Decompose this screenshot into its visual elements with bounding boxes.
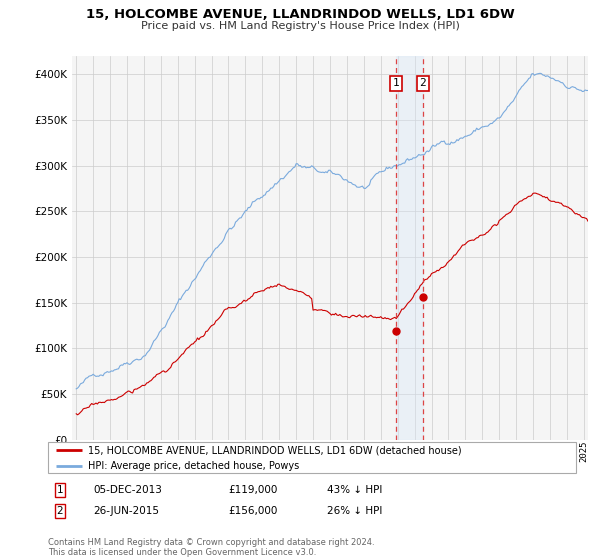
Text: Price paid vs. HM Land Registry's House Price Index (HPI): Price paid vs. HM Land Registry's House … [140, 21, 460, 31]
Text: 2: 2 [56, 506, 64, 516]
Text: 43% ↓ HPI: 43% ↓ HPI [327, 485, 382, 495]
Text: 1: 1 [393, 78, 400, 88]
Text: £119,000: £119,000 [228, 485, 277, 495]
Text: 1: 1 [56, 485, 64, 495]
Text: 15, HOLCOMBE AVENUE, LLANDRINDOD WELLS, LD1 6DW (detached house): 15, HOLCOMBE AVENUE, LLANDRINDOD WELLS, … [88, 445, 461, 455]
Text: Contains HM Land Registry data © Crown copyright and database right 2024.
This d: Contains HM Land Registry data © Crown c… [48, 538, 374, 557]
Text: 2: 2 [419, 78, 426, 88]
Text: 15, HOLCOMBE AVENUE, LLANDRINDOD WELLS, LD1 6DW: 15, HOLCOMBE AVENUE, LLANDRINDOD WELLS, … [86, 8, 514, 21]
Text: 05-DEC-2013: 05-DEC-2013 [93, 485, 162, 495]
Text: 26% ↓ HPI: 26% ↓ HPI [327, 506, 382, 516]
Bar [397, 56, 423, 440]
Text: HPI: Average price, detached house, Powys: HPI: Average price, detached house, Powy… [88, 461, 299, 472]
Text: 26-JUN-2015: 26-JUN-2015 [93, 506, 159, 516]
Text: £156,000: £156,000 [228, 506, 277, 516]
